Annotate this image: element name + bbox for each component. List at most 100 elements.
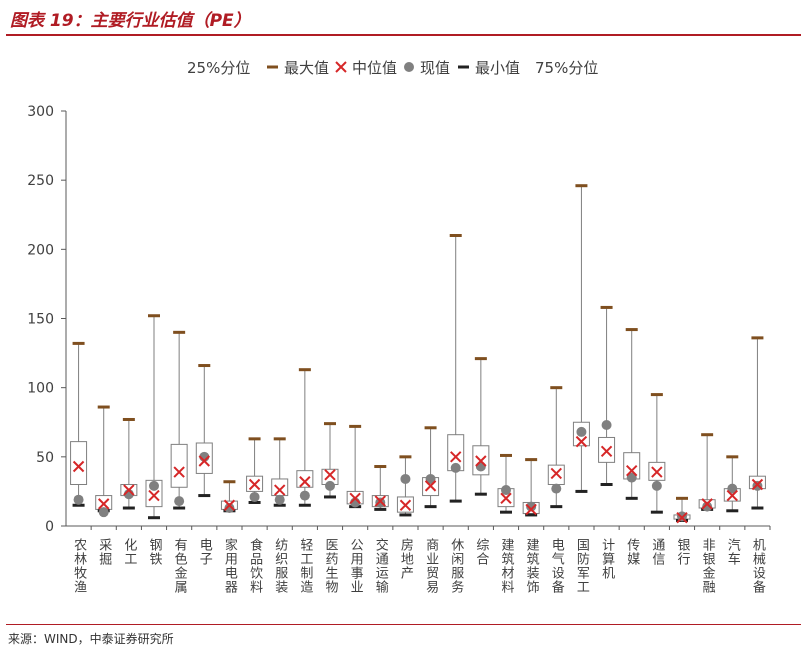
box-4 <box>170 330 188 510</box>
x-category-label: 电子 <box>197 538 213 566</box>
x-category-label: 钢铁 <box>147 538 163 566</box>
box-20 <box>572 184 590 493</box>
y-tick-label: 200 <box>27 242 54 258</box>
current-value-dot <box>601 420 612 431</box>
x-category-label: 家用电器 <box>222 537 238 594</box>
legend-item: 中位值 <box>335 59 397 77</box>
source-note: 来源：WIND，中泰证券研究所 <box>8 632 174 646</box>
median-marker <box>424 480 437 492</box>
box-22 <box>623 328 641 500</box>
box-7 <box>246 437 264 504</box>
x-category-label: 房地产 <box>398 537 414 580</box>
y-tick-label: 150 <box>27 312 54 328</box>
y-tick-label: 50 <box>36 450 54 466</box>
median-marker <box>676 511 688 524</box>
median-marker <box>626 464 638 477</box>
median-marker <box>248 478 261 491</box>
x-category-label: 采掘 <box>96 538 112 566</box>
x-category-label: 商业贸易 <box>423 538 439 594</box>
legend-item: 最小值 <box>458 59 520 77</box>
legend-item: 最大值 <box>267 59 329 77</box>
current-value-dot <box>249 491 260 502</box>
x-category-label: 交通运输 <box>373 537 389 594</box>
x-category-label: 计算机 <box>599 538 615 580</box>
x-category-label: 综合 <box>473 538 489 566</box>
current-value-dot <box>98 507 109 518</box>
iqr-box <box>70 441 88 486</box>
x-category-label: 传媒 <box>624 538 640 566</box>
legend-label: 现值 <box>420 59 450 77</box>
x-category-label: 公用事业 <box>348 538 364 594</box>
current-value-dot <box>551 483 562 494</box>
box-23 <box>648 393 666 514</box>
median-marker <box>374 495 386 507</box>
plot-area <box>70 184 766 524</box>
x-category-label: 纺织服装 <box>272 538 288 594</box>
median-marker <box>651 466 663 478</box>
current-value-dot <box>149 480 159 491</box>
x-category-label: 建筑材料 <box>499 538 515 594</box>
box-1 <box>95 405 113 518</box>
median-marker <box>198 455 210 467</box>
current-value-dot <box>626 472 637 483</box>
x-category-label: 化工 <box>121 538 137 566</box>
current-value-dot <box>727 483 738 494</box>
box-11 <box>346 424 364 509</box>
median-marker <box>525 503 537 516</box>
box-5 <box>195 364 213 498</box>
x-category-label: 机械设备 <box>750 538 766 594</box>
median-marker <box>399 499 412 511</box>
legend-label: 25%分位 <box>187 59 250 77</box>
box-8 <box>271 437 289 507</box>
median-marker <box>600 445 613 458</box>
median-marker <box>324 469 336 481</box>
median-marker <box>726 489 738 502</box>
current-value-dot <box>400 473 411 484</box>
median-marker <box>223 499 236 511</box>
x-category-label: 医药生物 <box>323 538 339 594</box>
current-value-dot <box>325 480 335 491</box>
box-19 <box>547 386 565 509</box>
y-tick-label: 300 <box>27 104 54 120</box>
box-0 <box>70 341 88 507</box>
median-marker <box>500 492 512 505</box>
legend-median-marker <box>335 61 347 73</box>
x-category-label: 电气设备 <box>549 538 565 594</box>
x-category-label: 建筑装饰 <box>524 538 540 594</box>
box-9 <box>296 368 314 507</box>
box-27 <box>748 336 766 510</box>
legend-label: 最大值 <box>284 59 329 77</box>
iqr-box <box>271 478 289 497</box>
box-15 <box>447 234 465 503</box>
box-3 <box>145 314 163 520</box>
box-16 <box>472 357 490 496</box>
box-10 <box>321 422 339 499</box>
median-marker <box>349 492 361 505</box>
legend-label: 75%分位 <box>535 59 598 77</box>
median-marker <box>751 478 764 491</box>
current-value-dot <box>450 462 461 473</box>
box-12 <box>371 465 389 511</box>
median-marker <box>274 484 286 496</box>
current-value-dot <box>73 494 84 505</box>
box-2 <box>120 417 138 510</box>
box-17 <box>497 453 515 514</box>
box-21 <box>598 305 616 486</box>
current-value-dot <box>576 426 587 437</box>
figure-title: 图表 19：主要行业估值（PE） <box>10 11 251 31</box>
x-category-label: 通信 <box>649 538 665 566</box>
box-13 <box>396 455 414 517</box>
x-category-label: 食品饮料 <box>247 537 262 594</box>
legend-label: 中位值 <box>352 59 397 77</box>
x-category-label: 国防军工 <box>574 538 590 594</box>
legend-current-marker <box>404 62 414 72</box>
median-marker <box>475 455 487 467</box>
median-marker <box>98 498 110 510</box>
median-marker <box>123 484 135 496</box>
current-value-dot <box>299 490 310 501</box>
current-value-dot <box>174 496 185 507</box>
iqr-box <box>170 443 188 488</box>
x-category-label: 银行 <box>675 538 691 566</box>
y-tick-label: 0 <box>45 519 54 535</box>
